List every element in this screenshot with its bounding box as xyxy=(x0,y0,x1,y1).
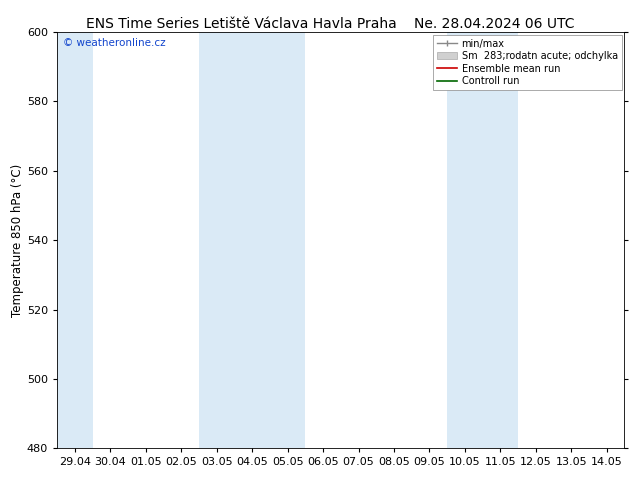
Text: © weatheronline.cz: © weatheronline.cz xyxy=(63,38,165,48)
Legend: min/max, Sm  283;rodatn acute; odchylka, Ensemble mean run, Controll run: min/max, Sm 283;rodatn acute; odchylka, … xyxy=(434,35,621,90)
Y-axis label: Temperature 850 hPa (°C): Temperature 850 hPa (°C) xyxy=(11,164,24,317)
Text: Ne. 28.04.2024 06 UTC: Ne. 28.04.2024 06 UTC xyxy=(414,17,575,31)
Bar xyxy=(57,32,93,448)
Bar xyxy=(199,32,306,448)
Text: ENS Time Series Letiště Václava Havla Praha: ENS Time Series Letiště Václava Havla Pr… xyxy=(86,17,396,31)
Bar xyxy=(447,32,518,448)
